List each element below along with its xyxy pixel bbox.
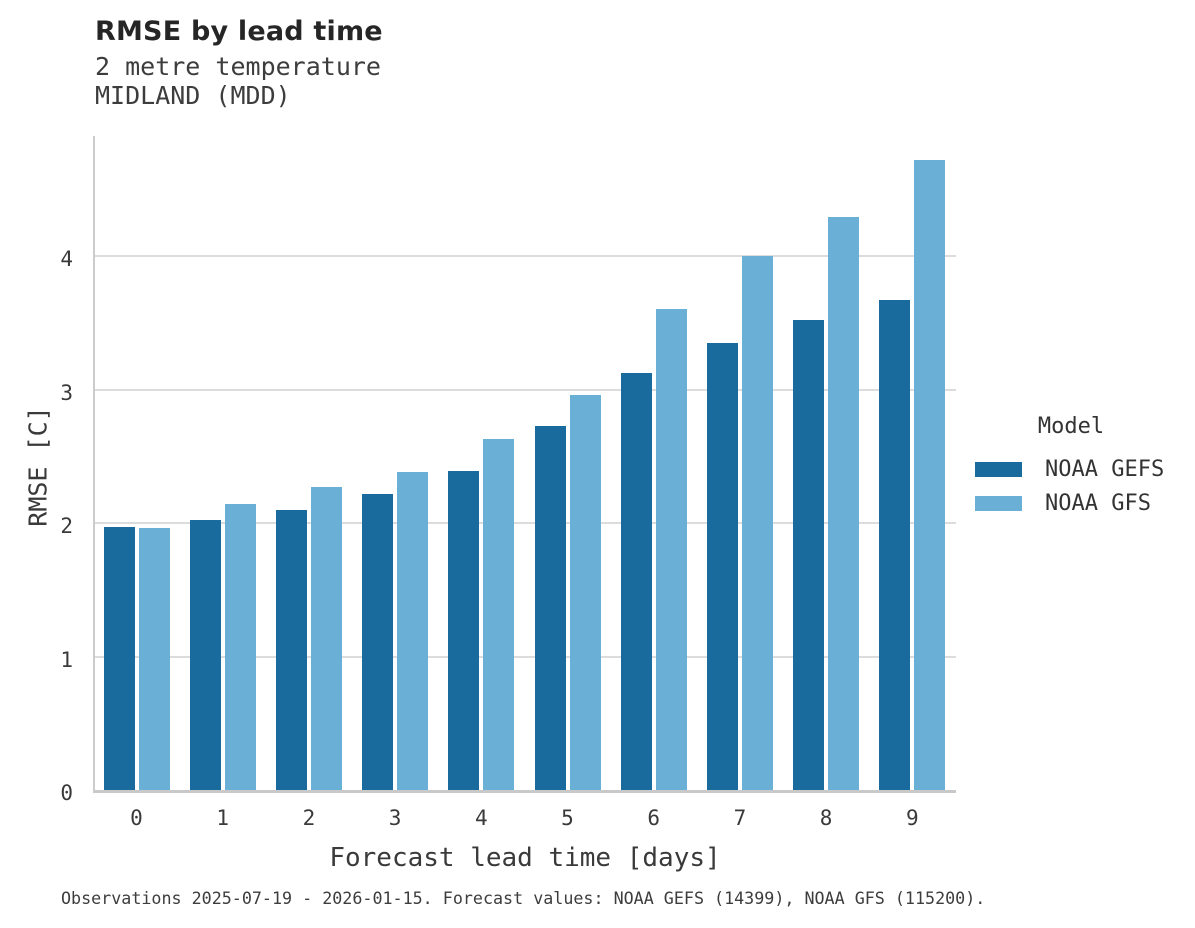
plot-area [93, 136, 956, 793]
legend-item: NOAA GEFS [975, 452, 1175, 486]
bar-noaa-gefs-lead-2 [275, 509, 307, 790]
bar-noaa-gefs-lead-4 [448, 470, 480, 790]
bar-noaa-gefs-lead-8 [793, 320, 825, 790]
gridline-y-2 [95, 522, 956, 524]
bar-noaa-gefs-lead-7 [706, 342, 738, 790]
gridline-y-1 [95, 655, 956, 658]
legend-item: NOAA GFS [975, 486, 1175, 520]
bar-noaa-gfs-lead-0 [138, 528, 170, 790]
x-tick-label-5: 5 [561, 806, 574, 830]
bar-noaa-gfs-lead-6 [655, 309, 687, 790]
gridline-y-4 [95, 255, 956, 257]
x-tick-label-4: 4 [474, 806, 488, 830]
x-tick-label-8: 8 [819, 806, 833, 830]
y-tick-label-4: 4 [60, 247, 73, 271]
bar-noaa-gfs-lead-9 [914, 159, 946, 790]
legend-item-label: NOAA GFS [1045, 490, 1151, 516]
x-tick-label-0: 0 [130, 806, 143, 830]
bar-noaa-gefs-lead-5 [534, 425, 566, 790]
legend-title: Model [1037, 414, 1105, 439]
bar-noaa-gfs-lead-8 [828, 217, 860, 790]
gridline-y-3 [95, 388, 956, 391]
bar-noaa-gfs-lead-3 [397, 472, 429, 790]
bar-noaa-gfs-lead-1 [224, 504, 256, 790]
chart-subtitle-variable: 2 metre temperature [95, 52, 381, 81]
bar-noaa-gfs-lead-4 [483, 438, 515, 790]
y-tick-label-1: 1 [60, 647, 73, 672]
y-tick-label-3: 3 [60, 380, 73, 405]
chart-title: RMSE by lead time [95, 16, 383, 47]
x-tick-label-7: 7 [733, 806, 747, 830]
x-axis-label: Forecast lead time [days] [329, 843, 721, 873]
bar-noaa-gefs-lead-0 [103, 527, 135, 790]
chart-subtitle-station: MIDLAND (MDD) [95, 81, 291, 110]
y-tick-label-2: 2 [60, 514, 73, 538]
bar-noaa-gfs-lead-5 [569, 394, 601, 790]
legend-item-label: NOAA GEFS [1045, 456, 1165, 482]
legend-swatch-noaa-gfs [975, 495, 1022, 511]
bar-noaa-gefs-lead-9 [879, 300, 911, 790]
x-tick-label-2: 2 [302, 806, 316, 830]
legend: Model NOAA GEFS NOAA GFS [975, 414, 1175, 520]
bar-noaa-gfs-lead-2 [310, 486, 342, 790]
x-tick-label-3: 3 [388, 806, 402, 830]
x-tick-label-6: 6 [647, 806, 661, 830]
x-tick-label-9: 9 [905, 806, 919, 830]
bar-noaa-gfs-lead-7 [741, 256, 773, 790]
y-tick-label-0: 0 [60, 781, 73, 805]
legend-swatch-noaa-gefs [975, 461, 1022, 477]
bar-noaa-gefs-lead-1 [189, 520, 221, 790]
x-tick-label-1: 1 [216, 806, 230, 830]
bar-noaa-gefs-lead-3 [362, 493, 394, 790]
footer-note: Observations 2025-07-19 - 2026-01-15. Fo… [61, 888, 986, 908]
bar-noaa-gefs-lead-6 [620, 373, 652, 790]
